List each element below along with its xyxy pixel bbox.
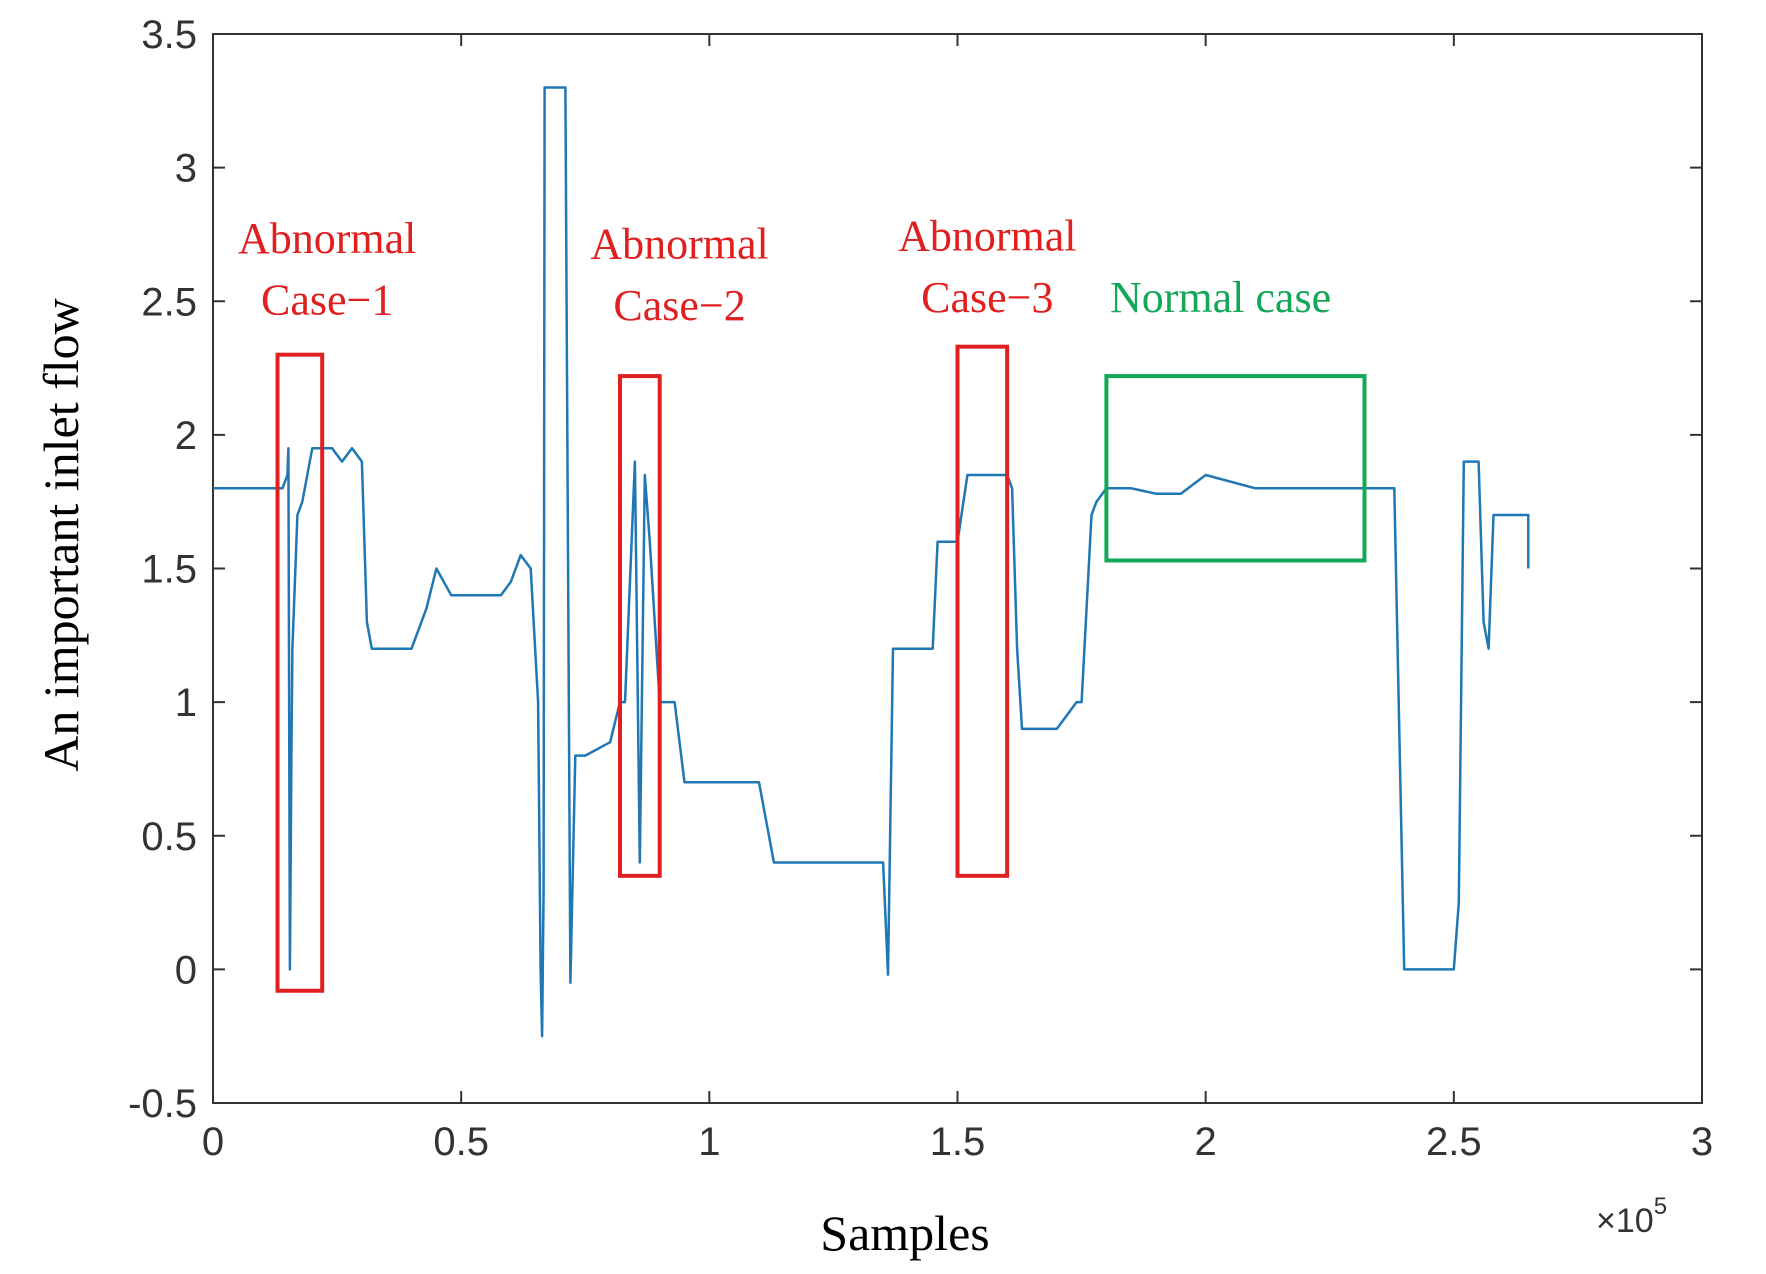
y-tick-label: 1.5 (141, 548, 197, 592)
annotation-label: Case−3 (921, 273, 1053, 322)
x-axis-ticks: 0 0.5 1 1.5 2 2.5 3 (202, 34, 1713, 1164)
x-axis-title: Samples (820, 1205, 989, 1261)
annotations: Abnormal Case−1 Abnormal Case−2 Abnormal Case… (238, 211, 1367, 993)
annotation-label: Abnormal (590, 219, 768, 268)
x-tick-label: 1.5 (930, 1120, 986, 1164)
annotation-box (617, 374, 662, 878)
x-multiplier-exponent: 5 (1654, 1193, 1667, 1220)
x-tick-label: 0.5 (433, 1120, 489, 1164)
x-tick-label: 0 (202, 1120, 224, 1164)
inlet-flow-line (213, 86, 1530, 1038)
x-multiplier-label: ×105 (1596, 1193, 1667, 1240)
annotation-box (275, 352, 325, 993)
annotation-label: Abnormal (238, 214, 416, 263)
annotation-label: Case−2 (613, 281, 745, 330)
annotation-label: Normal case (1110, 273, 1331, 322)
y-axis-ticks: -0.5 0 0.5 1 1.5 2 2.5 3 3.5 (128, 13, 1702, 1126)
annotation-box (955, 344, 1010, 878)
y-tick-label: 3 (175, 147, 197, 191)
y-tick-label: 0 (175, 948, 197, 992)
y-tick-label: 1 (175, 681, 197, 725)
x-multiplier-base: ×10 (1596, 1202, 1654, 1240)
annotation-label: Case−1 (261, 276, 393, 325)
x-tick-label: 2.5 (1426, 1120, 1482, 1164)
y-tick-label: 2 (175, 414, 197, 458)
annotation-box (1104, 374, 1367, 563)
x-tick-label: 3 (1691, 1120, 1713, 1164)
y-tick-label: 3.5 (141, 13, 197, 57)
y-axis-title: An important inlet flow (33, 298, 89, 772)
y-tick-label: -0.5 (128, 1082, 197, 1126)
y-tick-label: 2.5 (141, 280, 197, 324)
annotation-label: Abnormal (898, 211, 1076, 260)
y-tick-label: 0.5 (141, 815, 197, 859)
x-tick-label: 2 (1195, 1120, 1217, 1164)
x-tick-label: 1 (698, 1120, 720, 1164)
